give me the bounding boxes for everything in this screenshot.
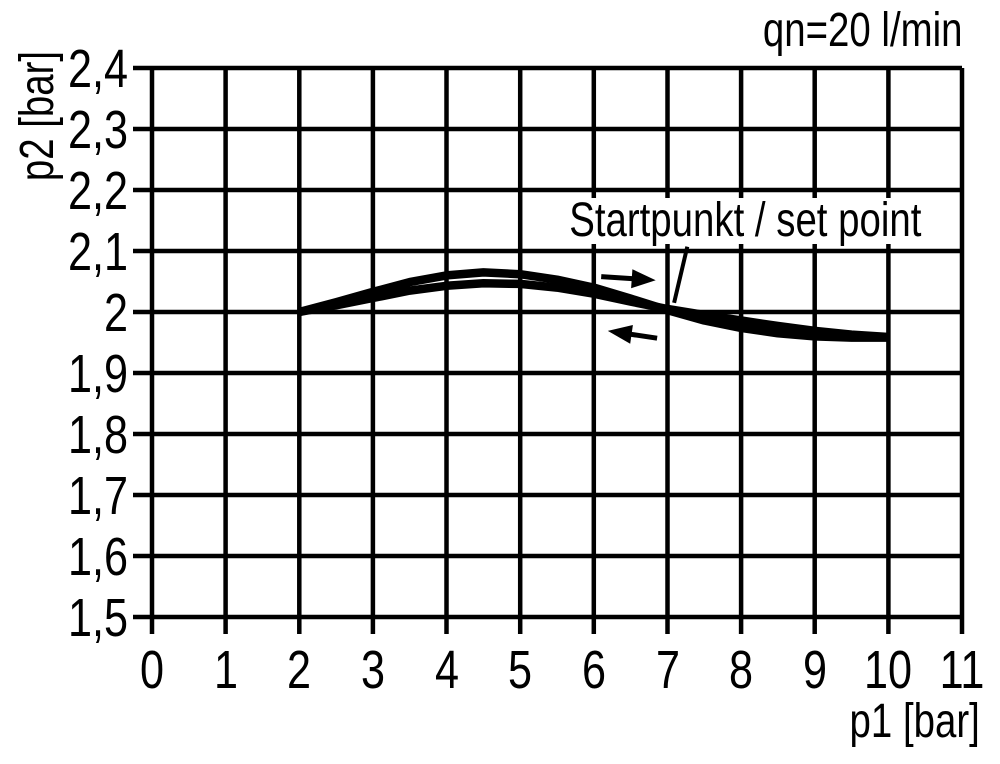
y-tick-label: 1,7 [67, 466, 128, 526]
y-tick-label: 2,1 [67, 222, 128, 282]
x-tick-label: 2 [287, 640, 312, 700]
y-axis-title: p2 [bar] [11, 50, 64, 182]
x-tick-label: 9 [802, 640, 827, 700]
curve-return [298, 279, 889, 342]
x-tick-label: 11 [939, 640, 985, 700]
x-tick-label: 10 [864, 640, 913, 700]
y-tick-label: 2,4 [67, 39, 128, 99]
x-tick-label: 5 [508, 640, 533, 700]
x-tick-label: 3 [360, 640, 385, 700]
x-tick-label: 8 [729, 640, 754, 700]
x-tick-label: 1 [213, 640, 238, 700]
y-tick-label: 1,5 [67, 588, 128, 648]
set-point-leader-line [672, 246, 690, 304]
x-tick-label: 7 [655, 640, 680, 700]
x-tick-label: 6 [581, 640, 606, 700]
x-tick-label: 0 [139, 640, 165, 700]
y-tick-label: 2 [103, 283, 128, 343]
y-tick-label: 2,3 [67, 100, 128, 160]
y-tick-label: 1,6 [67, 527, 128, 587]
curve-forward [298, 268, 889, 342]
set-point-label: Startpunkt / set point [566, 197, 925, 245]
flow-direction-arrow-left-head [607, 325, 633, 344]
flow-direction-arrow-left-shaft [627, 331, 658, 341]
flow-direction-arrow-right-head [631, 269, 656, 289]
flow-rate-annotation: qn=20 l/min [762, 4, 962, 57]
y-tick-label: 1,9 [67, 344, 128, 404]
x-tick-label: 4 [434, 640, 459, 700]
flow-direction-arrow-right-shaft [601, 274, 636, 282]
y-tick-label: 1,8 [67, 405, 128, 465]
x-axis-title: p1 [bar] [849, 695, 980, 748]
y-tick-label: 2,2 [67, 161, 128, 221]
